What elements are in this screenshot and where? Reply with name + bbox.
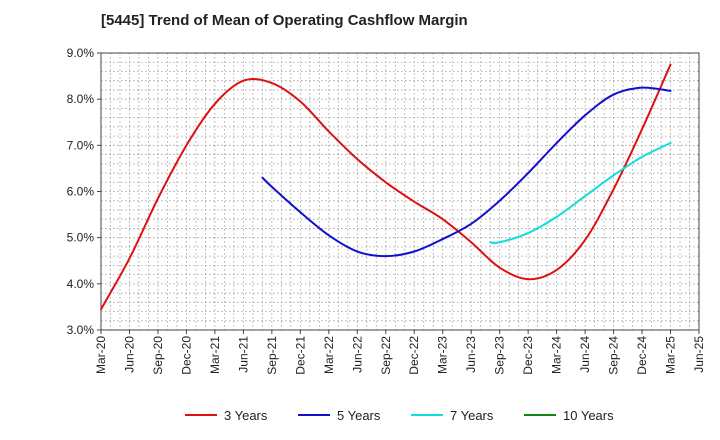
x-tick-label: Jun-21	[236, 336, 250, 373]
x-tick-label: Dec-20	[179, 336, 193, 375]
x-tick-label: Jun-24	[578, 336, 592, 373]
y-tick-label: 4.0%	[67, 277, 95, 291]
series-line-7-years	[489, 142, 672, 244]
x-tick-label: Sep-24	[607, 336, 621, 375]
x-tick-label: Jun-23	[464, 336, 478, 373]
legend-label-10-years: 10 Years	[563, 408, 614, 423]
y-tick-label: 9.0%	[67, 46, 95, 60]
x-tick-label: Dec-21	[293, 336, 307, 375]
x-tick-label: Mar-22	[322, 336, 336, 374]
x-tick-label: Mar-23	[436, 336, 450, 374]
x-tick-label: Sep-23	[493, 336, 507, 375]
legend-label-5-years: 5 Years	[337, 408, 381, 423]
y-tick-label: 6.0%	[67, 185, 95, 199]
legend-label-7-years: 7 Years	[450, 408, 494, 423]
x-tick-label: Jun-25	[692, 336, 706, 373]
x-tick-label: Dec-22	[407, 336, 421, 375]
x-tick-label: Mar-25	[664, 336, 678, 374]
y-tick-label: 8.0%	[67, 92, 95, 106]
x-tick-label: Sep-21	[265, 336, 279, 375]
legend: 3 Years 5 Years 7 Years 10 Years	[185, 408, 614, 423]
x-tick-label: Jun-22	[350, 336, 364, 373]
y-tick-label: 3.0%	[67, 323, 95, 337]
x-tick-label: Mar-21	[208, 336, 222, 374]
series-line-3-years	[100, 63, 672, 311]
x-tick-label: Jun-20	[122, 336, 136, 373]
y-tick-label: 7.0%	[67, 138, 95, 152]
y-tick-label: 5.0%	[67, 231, 95, 245]
x-tick-label: Mar-24	[550, 336, 564, 374]
x-tick-label: Mar-20	[94, 336, 108, 374]
x-tick-label: Sep-22	[379, 336, 393, 375]
x-tick-label: Dec-23	[521, 336, 535, 375]
x-tick-label: Dec-24	[635, 336, 649, 375]
chart-title: [5445] Trend of Mean of Operating Cashfl…	[101, 12, 468, 29]
x-tick-label: Sep-20	[151, 336, 165, 375]
legend-label-3-years: 3 Years	[224, 408, 268, 423]
series-line-5-years	[261, 86, 672, 258]
